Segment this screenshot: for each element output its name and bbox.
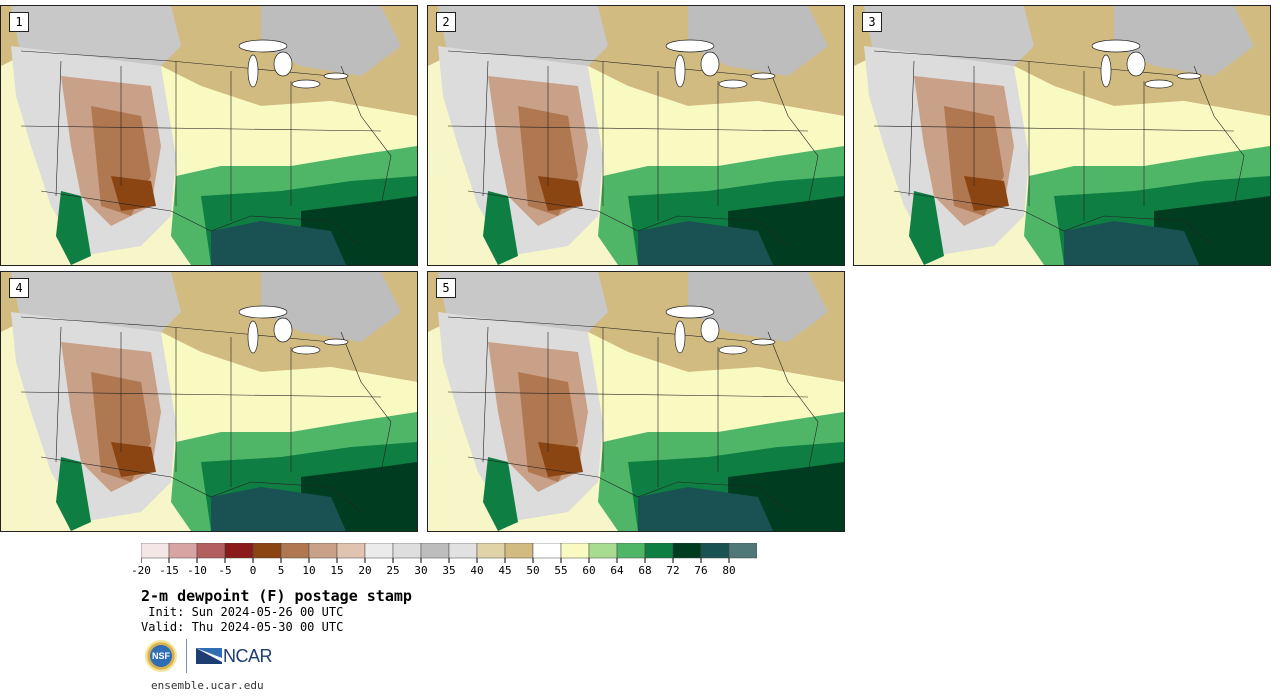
colorbar-segment xyxy=(364,543,394,559)
colorbar-tick-label: 0 xyxy=(249,564,257,577)
ncar-logo-text: NCAR xyxy=(223,645,273,666)
colorbar-segment xyxy=(504,543,534,559)
nsf-logo: NSF xyxy=(145,640,177,672)
dewpoint-map xyxy=(428,6,844,265)
colorbar-tick-label: -20 xyxy=(131,564,151,577)
colorbar-tick-label: 15 xyxy=(330,564,344,577)
dewpoint-map xyxy=(1,6,417,265)
colorbar-tick-label: -15 xyxy=(159,564,179,577)
colorbar-segment xyxy=(644,543,674,559)
nsf-logo-text: NSF xyxy=(152,651,170,661)
colorbar-tick-label: -10 xyxy=(187,564,207,577)
colorbar-tick-label: 60 xyxy=(582,564,596,577)
colorbar-segment xyxy=(588,543,618,559)
colorbar-segment xyxy=(168,543,198,559)
title-block: 2-m dewpoint (F) postage stamp Init: Sun… xyxy=(141,587,412,635)
colorbar-segment xyxy=(672,543,702,559)
colorbar-tick-label: -5 xyxy=(218,564,232,577)
panel-number-label: 4 xyxy=(9,278,29,298)
colorbar-segment xyxy=(448,543,478,559)
colorbar-segment xyxy=(420,543,450,559)
colorbar-tick-label: 76 xyxy=(694,564,708,577)
colorbar-tick-label: 64 xyxy=(610,564,624,577)
colorbar-tick-label: 35 xyxy=(442,564,456,577)
colorbar-tick-label: 40 xyxy=(470,564,484,577)
panel-number-label: 1 xyxy=(9,12,29,32)
panel-number-label: 2 xyxy=(436,12,456,32)
colorbar-tick-label: 5 xyxy=(277,564,285,577)
colorbar-segment xyxy=(336,543,366,559)
colorbar-segment xyxy=(280,543,310,559)
website-url: ensemble.ucar.edu xyxy=(151,679,264,692)
colorbar-segment xyxy=(196,543,226,559)
ncar-logo: NCAR xyxy=(196,645,273,667)
colorbar-tick-label: 50 xyxy=(526,564,540,577)
colorbar-tick-label: 25 xyxy=(386,564,400,577)
colorbar-segment xyxy=(700,543,730,559)
map-panel-2: 2 xyxy=(427,5,845,266)
dewpoint-map xyxy=(1,272,417,531)
panel-number-label: 3 xyxy=(862,12,882,32)
map-panel-4: 4 xyxy=(0,271,418,532)
dewpoint-map xyxy=(428,272,844,531)
colorbar-segment xyxy=(532,543,562,559)
ncar-mark-icon xyxy=(196,648,222,664)
colorbar-tick-label: 68 xyxy=(638,564,652,577)
panel-number-label: 5 xyxy=(436,278,456,298)
dewpoint-map xyxy=(854,6,1270,265)
colorbar-segment xyxy=(616,543,646,559)
colorbar-tick-label: 45 xyxy=(498,564,512,577)
logos: NSF NCAR xyxy=(145,638,273,674)
colorbar-tick-label: 20 xyxy=(358,564,372,577)
colorbar-segment xyxy=(728,543,757,559)
plot-title: 2-m dewpoint (F) postage stamp xyxy=(141,587,412,605)
colorbar-segment xyxy=(141,543,170,559)
colorbar-segment xyxy=(476,543,506,559)
colorbar-segment xyxy=(392,543,422,559)
colorbar-tick-label: 30 xyxy=(414,564,428,577)
colorbar-tick-label: 72 xyxy=(666,564,680,577)
colorbar-segment xyxy=(308,543,338,559)
colorbar-tick-labels: -20 -15 -10 -5 0 5 10 15 20 25 30 35 40 45 50 55 60 64 68 7… xyxy=(131,564,781,578)
map-panel-3: 3 xyxy=(853,5,1271,266)
colorbar xyxy=(141,543,757,563)
logo-divider xyxy=(186,639,187,673)
colorbar-segment xyxy=(224,543,254,559)
map-panel-1: 1 xyxy=(0,5,418,266)
colorbar-tick-label: 55 xyxy=(554,564,568,577)
colorbar-tick-label: 10 xyxy=(302,564,316,577)
map-panel-5: 5 xyxy=(427,271,845,532)
init-time: Init: Sun 2024-05-26 00 UTC xyxy=(141,605,344,619)
valid-time: Valid: Thu 2024-05-30 00 UTC xyxy=(141,620,344,634)
colorbar-segment xyxy=(560,543,590,559)
colorbar-tick-label: 80 xyxy=(722,564,736,577)
colorbar-segment xyxy=(252,543,282,559)
